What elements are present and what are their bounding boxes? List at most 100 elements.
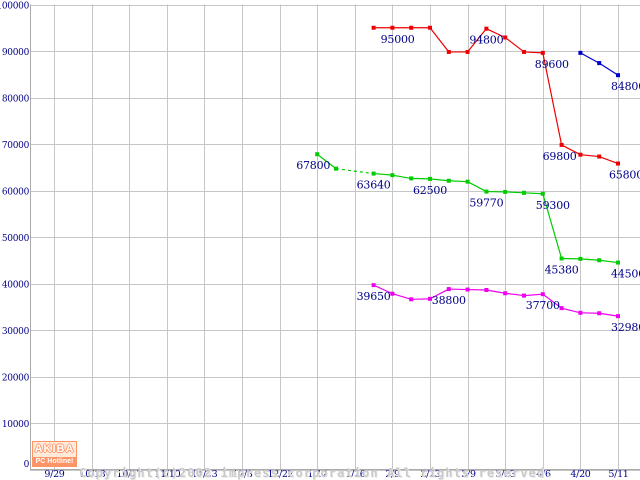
y-axis-tick-label: 100000	[0, 2, 30, 12]
series-red-segment	[542, 52, 563, 146]
series-red-marker	[522, 49, 526, 54]
y-axis-tick-label: 40000	[2, 281, 30, 291]
series-magenta-data-label: 37700	[526, 299, 560, 312]
x-axis-tick-label: 4/20	[570, 469, 590, 480]
series-green-marker	[559, 256, 564, 261]
series-red-marker	[540, 50, 545, 55]
series-red-marker	[578, 152, 583, 157]
series-red-marker	[409, 25, 414, 30]
series-magenta-segment	[392, 293, 412, 300]
series-magenta-marker	[559, 306, 564, 311]
series-magenta-marker	[616, 314, 620, 319]
series-green-marker	[371, 171, 376, 176]
x-axis-tick-label: 10/27	[117, 469, 143, 480]
series-green-segment	[599, 259, 619, 264]
series-red-data-label: 95000	[381, 33, 415, 46]
series-green-marker	[428, 176, 432, 181]
series-magenta-marker	[390, 291, 395, 296]
series-red-data-label: 89600	[535, 58, 569, 71]
series-magenta-marker	[597, 311, 602, 316]
y-axis-tick-label: 10000	[2, 420, 30, 430]
series-magenta-marker	[465, 287, 470, 292]
x-axis-tick-label: 5/11	[608, 469, 628, 480]
y-axis-tick-label: 0	[24, 460, 30, 470]
series-green-marker	[503, 189, 508, 194]
series-green-segment	[335, 168, 374, 175]
series-green-segment	[316, 153, 337, 170]
x-axis-tick-label: 9/29	[44, 469, 64, 480]
series-blue-marker	[597, 61, 602, 66]
series-red-marker	[503, 35, 508, 40]
copyright-watermark: Copyright(c)2002 impress corporation All…	[79, 440, 554, 480]
series-green-segment	[429, 178, 449, 182]
series-green-data-label: 59770	[469, 197, 503, 210]
series-green-segment	[523, 192, 543, 195]
series-magenta-segment	[523, 293, 543, 297]
y-axis-tick-label: 70000	[2, 141, 30, 151]
series-magenta-marker	[409, 297, 414, 302]
series-green-marker	[522, 190, 526, 195]
series-green-marker	[616, 260, 620, 265]
series-blue-data-label: 84800	[611, 80, 640, 93]
series-green-marker	[578, 256, 583, 261]
series-green-marker	[315, 152, 320, 157]
series-magenta-marker	[428, 296, 432, 301]
logo-pc-hotline-text: PC Hotline!	[33, 457, 76, 466]
series-magenta-data-label: 32980	[611, 321, 640, 334]
series-red-segment	[467, 28, 487, 53]
series-magenta-marker	[578, 310, 583, 315]
series-magenta-marker	[540, 292, 545, 297]
series-red-marker	[597, 154, 602, 159]
logo-akiba-text: AKIBA	[34, 443, 75, 455]
series-green-segment	[467, 181, 487, 193]
series-red-segment	[561, 144, 581, 156]
y-axis-tick-label: 20000	[2, 374, 30, 384]
y-axis-tick-label: 30000	[2, 327, 30, 337]
series-green-data-label: 63640	[357, 179, 391, 192]
series-blue-segment	[598, 62, 619, 76]
x-axis-tick-label: 1/12	[307, 469, 327, 480]
series-green-marker	[446, 178, 451, 183]
series-magenta-marker	[446, 287, 451, 292]
series-red-marker	[428, 25, 432, 30]
series-red-marker	[559, 142, 564, 147]
x-axis-tick-label: 12/8	[232, 469, 252, 480]
series-green-segment	[505, 191, 525, 194]
series-red-segment	[504, 37, 525, 53]
series-red-segment	[598, 155, 619, 165]
series-red-data-label: 69800	[543, 150, 577, 163]
series-green-marker	[390, 173, 395, 178]
x-axis-tick-label: 1/26	[345, 469, 365, 480]
series-red-data-label: 94800	[469, 34, 503, 47]
series-blue-marker	[578, 50, 583, 55]
series-red-marker	[390, 25, 395, 30]
y-axis-tick-label: 50000	[2, 234, 30, 244]
x-axis-tick-label: 3/9	[461, 469, 476, 480]
series-magenta-segment	[429, 288, 450, 300]
series-red-segment	[429, 27, 450, 53]
x-axis-tick-label: 2/23	[420, 469, 440, 480]
series-red-marker	[446, 49, 451, 54]
series-magenta-segment	[505, 292, 525, 297]
series-green-data-label: 45380	[545, 263, 579, 276]
series-red-marker	[616, 161, 620, 166]
series-green-data-label: 44500	[611, 268, 640, 281]
x-axis-tick-label: 2/9	[385, 469, 400, 480]
series-blue-segment	[580, 52, 600, 64]
series-green-data-label: 59300	[536, 199, 570, 212]
series-blue-marker	[616, 73, 620, 78]
y-axis-tick-label: 80000	[2, 95, 30, 105]
series-green-segment	[542, 193, 563, 259]
series-green-marker	[540, 191, 545, 196]
series-red-marker	[371, 25, 376, 30]
series-magenta-segment	[599, 312, 619, 317]
series-green-segment	[392, 174, 412, 180]
y-axis-tick-label: 60000	[2, 188, 30, 198]
x-axis-tick-label: 11/23	[192, 469, 218, 480]
series-magenta-marker	[503, 291, 508, 296]
copyright-line-1: Copyright(c)2002 impress corporation All…	[79, 466, 554, 480]
x-axis-tick-label: 4/6	[536, 469, 551, 480]
series-red-segment	[523, 51, 543, 54]
series-magenta-marker	[522, 293, 526, 298]
